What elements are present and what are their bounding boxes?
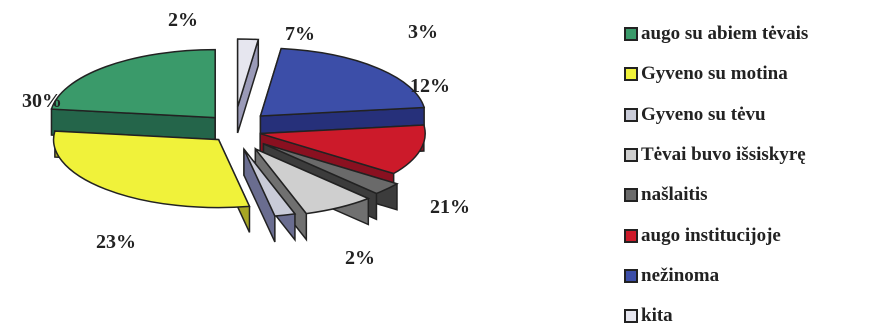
legend-item: nežinoma [624,256,892,296]
pie-slice-top [259,124,426,175]
legend-item: našlaitis [624,175,892,215]
slice-value-label: 2% [168,9,198,31]
legend-label: augo su abiem tėvais [641,23,809,45]
legend-label: Gyveno su motina [641,63,788,85]
legend-swatch [624,107,638,122]
chart-legend: augo su abiem tėvais Gyveno su motina Gyve… [624,14,892,336]
legend-label: kita [641,305,673,327]
legend-item: augo su abiem tėvais [624,14,892,54]
legend-swatch [624,67,638,82]
pie-slice [50,48,216,145]
pie-slices [50,38,426,243]
legend-swatch [624,228,638,243]
slice-value-label: 2% [345,247,375,269]
legend-item: kita [624,296,892,336]
pie-slice-top [263,143,399,195]
legend-item: Tėvai buvo išsiskyrę [624,135,892,175]
pie-slice [52,130,251,233]
slice-value-label: 12% [410,75,450,97]
legend-label: Gyveno su tėvu [641,103,766,125]
legend-swatch [624,148,638,163]
legend-label: našlaitis [641,184,708,206]
slice-value-label: 7% [285,23,315,45]
legend-label: nežinoma [641,264,720,286]
pie-slice-top [254,148,371,215]
slice-value-label: 30% [22,90,62,112]
legend-item: augo institucijoje [624,215,892,255]
slice-value-label: 3% [408,21,438,43]
legend-item: Gyveno su motina [624,54,892,94]
legend-swatch [624,268,638,283]
pie-slice-top [259,47,426,117]
legend-label: Tėvai buvo išsiskyrę [641,144,806,166]
pie-value-labels: 23% 30% 2% 7% 3% 12% 21% 2% [22,9,470,269]
legend-item: Gyveno su tėvu [624,95,892,135]
pie-chart: 23% 30% 2% 7% 3% 12% 21% 2% [22,9,470,269]
legend-label: augo institucijoje [641,224,781,246]
pie-slice-top [236,38,260,108]
pie-slice-top [50,48,216,119]
slice-value-label: 23% [96,231,136,253]
pie-slice [243,147,297,243]
legend-swatch [624,27,638,42]
slice-value-label: 21% [430,196,470,218]
pie-slice [236,38,260,134]
legend-swatch [624,188,638,203]
pie-slice-top [52,130,251,209]
legend-swatch [624,309,638,324]
pie-slice-top [243,148,297,217]
